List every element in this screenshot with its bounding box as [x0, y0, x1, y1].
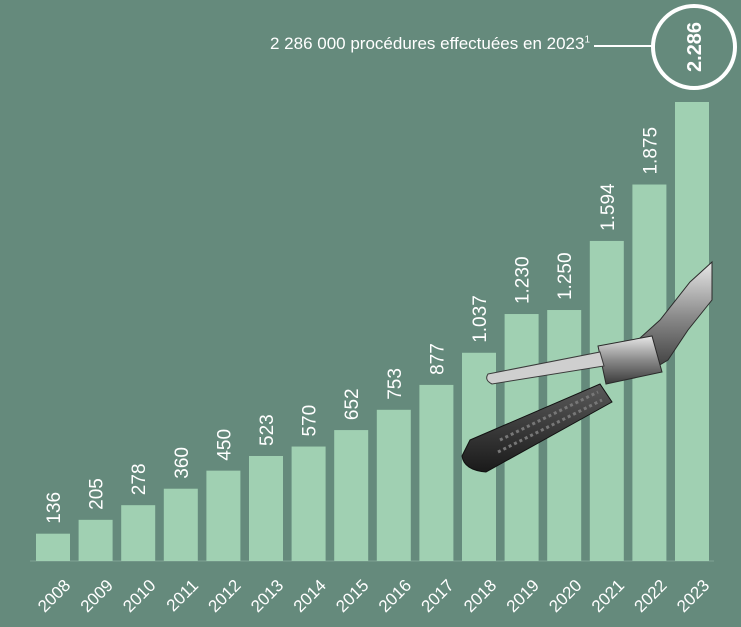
bar-2009: [78, 519, 113, 561]
x-tick-label-2010: 2010: [119, 576, 159, 616]
value-label-2016: 753: [385, 368, 406, 400]
x-tick-label-2012: 2012: [205, 576, 245, 616]
value-label-2017: 877: [427, 343, 448, 375]
value-label-2011: 360: [172, 447, 193, 479]
bar-2013: [249, 455, 283, 561]
value-label-2018: 1.037: [470, 295, 491, 343]
x-tick-label-2022: 2022: [631, 576, 671, 616]
bar-2011: [163, 488, 198, 561]
value-label-2022: 1.875: [640, 127, 661, 175]
x-tick-label-2018: 2018: [460, 576, 500, 616]
value-label-2009: 205: [87, 478, 108, 510]
value-label-2012: 450: [214, 429, 235, 461]
highlight-circle: 2.286: [651, 4, 737, 90]
x-tick-label-2014: 2014: [290, 576, 330, 616]
callout-text: 2 286 000 procédures effectuées en 2023: [270, 34, 585, 53]
x-tick-label-2016: 2016: [375, 576, 415, 616]
footnote-mark: 1: [584, 34, 590, 46]
value-label-2020: 1.250: [555, 252, 576, 300]
surgical-stapler-image: [461, 260, 713, 473]
x-tick-label-2011: 2011: [163, 576, 202, 615]
x-tick-label-2019: 2019: [503, 576, 543, 616]
value-label-2021: 1.594: [598, 183, 619, 231]
x-tick-label-2009: 2009: [77, 576, 117, 616]
value-label-2014: 570: [300, 405, 321, 437]
x-tick-label-2020: 2020: [545, 576, 585, 616]
value-label-2015: 652: [342, 388, 363, 420]
bar-2015: [334, 430, 369, 561]
x-tick-label-2015: 2015: [332, 576, 372, 616]
bar-2017: [419, 384, 454, 561]
x-tick-label-2008: 2008: [34, 576, 74, 616]
bar-2020: [547, 310, 582, 561]
value-label-2013: 523: [257, 414, 278, 446]
x-tick-label-2021: 2021: [588, 576, 628, 616]
highlight-value-label: 2.286: [684, 22, 706, 72]
value-label-2019: 1.230: [513, 256, 534, 304]
bar-2012: [206, 470, 241, 561]
bar-2016: [376, 409, 411, 561]
bar-2010: [121, 505, 156, 561]
x-tick-label-2023: 2023: [673, 576, 713, 616]
callout-annotation: 2 286 000 procédures effectuées en 20231: [150, 34, 590, 54]
value-label-2010: 278: [129, 463, 150, 495]
x-tick-label-2017: 2017: [418, 576, 458, 616]
bar-2014: [291, 446, 326, 561]
value-label-2008: 136: [44, 492, 65, 524]
x-tick-label-2013: 2013: [247, 576, 287, 616]
bar-2008: [36, 533, 70, 561]
